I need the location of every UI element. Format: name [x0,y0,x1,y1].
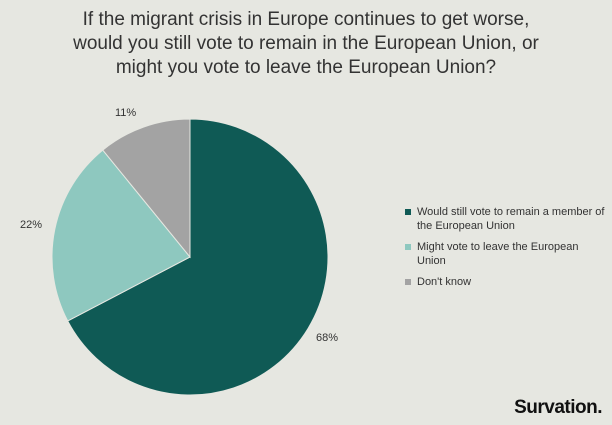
pie-slice-leave [51,149,191,322]
legend-swatch [405,279,411,285]
title-line: If the migrant crisis in Europe continue… [82,9,530,30]
slice-label-dont-know: 11% [115,107,137,119]
title-line: might you vote to leave the European Uni… [115,57,497,78]
slice-label-leave: 22% [20,219,43,231]
title-line: would you still vote to remain in the Eu… [73,33,539,54]
chart-legend: Would still vote to remain a member of t… [405,205,605,296]
legend-label: Might vote to leave the European Union [417,241,579,267]
pie-slice-remain [67,118,329,396]
legend-swatch [405,244,411,250]
legend-swatch [405,209,411,215]
legend-item-dont-know: Don't know [405,275,605,289]
slice-label-remain: 68% [316,332,339,344]
legend-item-remain: Would still vote to remain a member of t… [405,205,605,233]
legend-label: Would still vote to remain a member of t… [417,206,605,232]
legend-item-leave: Might vote to leave the European Union [405,240,605,268]
legend-label: Don't know [417,276,472,288]
survation-logo: Survation. [514,397,602,418]
chart-title: If the migrant crisis in Europe continue… [30,8,582,80]
pie-slice-dont-know [102,118,191,259]
